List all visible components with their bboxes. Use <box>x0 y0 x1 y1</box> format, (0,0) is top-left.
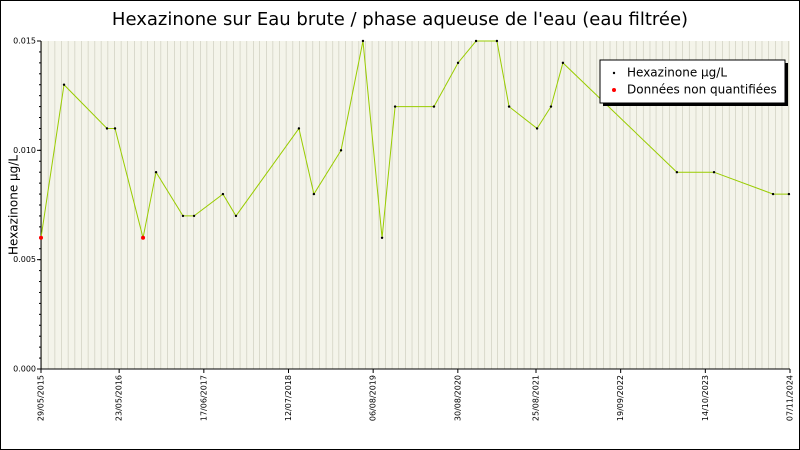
data-point <box>456 61 460 65</box>
x-tick-label: 25/08/2021 <box>531 375 540 421</box>
data-point <box>141 235 146 240</box>
x-tick-label: 30/08/2020 <box>453 375 462 421</box>
series-line <box>40 40 789 238</box>
data-point <box>113 127 117 130</box>
data-point <box>549 105 553 108</box>
x-tick-label: 14/10/2023 <box>701 375 710 421</box>
data-point <box>62 83 66 86</box>
x-tick-label: 06/08/2019 <box>369 375 378 421</box>
x-tick-label: 17/06/2017 <box>199 375 208 421</box>
legend-marker <box>612 71 616 75</box>
data-point <box>507 105 511 108</box>
data-point <box>495 39 499 43</box>
data-point <box>535 127 539 130</box>
y-tick-label: 0.015 <box>13 37 36 46</box>
legend-marker <box>612 88 616 92</box>
data-point <box>154 171 158 174</box>
legend <box>599 59 786 104</box>
y-axis-label: Hexazinone µg/L <box>7 155 21 255</box>
data-point <box>380 236 384 239</box>
data-point <box>221 192 225 196</box>
data-point <box>234 214 238 218</box>
data-point <box>361 39 365 43</box>
data-point <box>561 61 565 65</box>
data-point <box>339 149 343 152</box>
y-tick-label: 0.005 <box>13 255 36 264</box>
data-point <box>432 105 436 108</box>
data-point <box>393 105 397 108</box>
data-point <box>181 214 185 218</box>
x-tick-label: 12/07/2018 <box>284 375 293 421</box>
legend-label: Hexazinone µg/L <box>627 66 727 80</box>
data-point <box>474 39 478 43</box>
data-point <box>712 171 716 174</box>
data-point <box>297 127 301 130</box>
data-point <box>771 192 775 196</box>
y-tick-label: 0.000 <box>13 365 36 374</box>
x-tick-label: 19/09/2022 <box>616 375 625 421</box>
data-point <box>39 235 43 240</box>
x-tick-label: 29/05/2015 <box>37 375 46 421</box>
chart-title: Hexazinone sur Eau brute / phase aqueuse… <box>112 9 688 30</box>
data-point <box>675 171 679 174</box>
x-tick-label: 07/11/2024 <box>786 375 795 421</box>
data-point <box>312 192 316 196</box>
legend-label: Données non quantifiées <box>627 83 777 97</box>
data-point <box>105 127 109 130</box>
y-tick-label: 0.010 <box>13 146 36 155</box>
data-point <box>787 192 791 196</box>
data-point <box>192 214 196 218</box>
x-tick-label: 23/05/2016 <box>115 375 124 421</box>
